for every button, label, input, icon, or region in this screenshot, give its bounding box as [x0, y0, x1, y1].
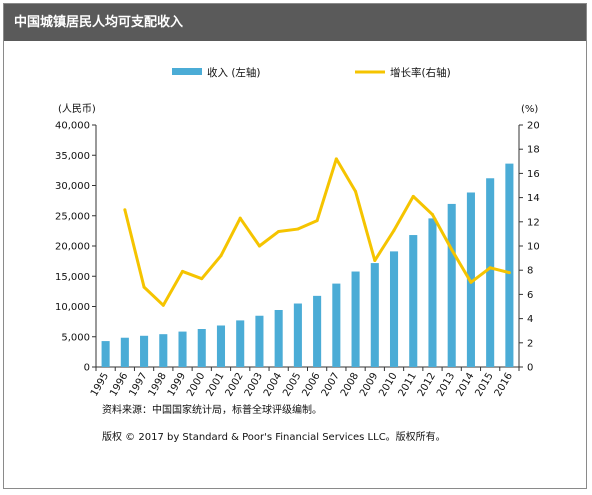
income-bar [486, 178, 495, 367]
left-tick-label: 15,000 [55, 272, 90, 283]
x-tick-label: 2013 [435, 371, 457, 399]
left-tick-label: 0 [84, 363, 90, 374]
legend-bar-label: 收入 (左轴) [207, 66, 261, 79]
right-tick-label: 18 [527, 145, 540, 156]
income-bar [236, 320, 245, 367]
income-bar [428, 218, 437, 367]
left-tick-label: 20,000 [55, 242, 90, 253]
x-tick-label: 2002 [224, 371, 246, 399]
legend-line-label: 增长率(右轴) [390, 66, 451, 79]
income-bar [447, 203, 456, 367]
growth-rate-point [277, 229, 281, 233]
x-tick-label: 2009 [358, 371, 380, 399]
growth-rate-point [334, 157, 338, 161]
source-note: 资料来源：中国国家统计局，标普全球评级编制。 [102, 403, 322, 416]
growth-rate-point [257, 244, 261, 248]
x-tick-label: 1999 [166, 371, 188, 399]
right-tick-label: 20 [527, 121, 540, 132]
right-tick-label: 0 [527, 363, 533, 374]
x-tick-label: 2008 [339, 371, 361, 399]
growth-rate-point [123, 208, 127, 212]
growth-rate-point [488, 266, 492, 270]
growth-rate-point [296, 227, 300, 231]
income-bar [505, 163, 514, 367]
income-bar [255, 315, 264, 367]
x-tick-label: 2001 [204, 371, 226, 399]
legend-bar-swatch [172, 68, 202, 75]
left-axis-label: (人民币) [58, 103, 96, 115]
bars [101, 163, 514, 367]
growth-rate-point [430, 213, 434, 217]
income-bar [216, 325, 226, 367]
income-bar [178, 331, 187, 367]
right-tick-label: 6 [527, 290, 533, 301]
x-tick-label: 2016 [493, 371, 515, 399]
x-tick-label: 2006 [300, 371, 322, 399]
x-tick-label: 2014 [454, 371, 476, 399]
growth-rate-point [450, 248, 454, 252]
x-tick-label: 1997 [127, 371, 149, 399]
x-tick-label: 2015 [474, 371, 496, 399]
income-bar [351, 271, 360, 367]
income-bar [101, 341, 110, 367]
income-bar [332, 283, 341, 367]
growth-rate-point [354, 190, 358, 194]
x-tick-label: 1998 [147, 371, 169, 399]
x-tick-label: 1995 [89, 371, 111, 399]
chart-header: 中国城镇居民人均可支配收入 [4, 4, 586, 41]
income-bar [313, 295, 322, 367]
income-bar [409, 235, 418, 367]
x-tick-label: 2005 [281, 371, 303, 399]
growth-rate-point [219, 254, 223, 258]
right-tick-label: 10 [527, 242, 540, 253]
growth-rate-point [161, 303, 165, 307]
x-tick-label: 2000 [185, 371, 207, 399]
x-tick-label: 2010 [377, 371, 399, 399]
x-tick-label: 2012 [416, 371, 438, 399]
x-tick-label: 2004 [262, 371, 284, 399]
growth-rate-point [469, 280, 473, 284]
income-bar [120, 337, 129, 367]
income-bar [274, 309, 283, 367]
chart-title: 中国城镇居民人均可支配收入 [14, 15, 184, 30]
income-bar [370, 263, 379, 367]
right-tick-label: 8 [527, 266, 533, 277]
legend: 收入 (左轴) 增长率(右轴) [172, 66, 451, 79]
growth-rate-point [315, 219, 319, 223]
income-bar [159, 334, 168, 367]
x-tick-label: 2003 [243, 371, 265, 399]
growth-line-series [123, 157, 511, 307]
right-tick-label: 12 [527, 217, 540, 228]
left-tick-label: 10,000 [55, 302, 90, 313]
growth-rate-point [411, 194, 415, 198]
left-tick-label: 25,000 [55, 211, 90, 222]
left-tick-label: 30,000 [55, 181, 90, 192]
income-bar [197, 329, 206, 367]
left-tick-label: 40,000 [55, 121, 90, 132]
copyright-note: 版权 © 2017 by Standard & Poor's Financial… [102, 430, 446, 443]
growth-rate-point [142, 285, 146, 289]
growth-rate-point [507, 271, 511, 275]
income-bar [140, 335, 149, 367]
left-tick-label: 35,000 [55, 151, 90, 162]
x-tick-label: 1996 [108, 371, 130, 399]
left-tick-label: 5,000 [61, 332, 90, 343]
growth-rate-point [181, 269, 185, 273]
growth-rate-point [238, 216, 242, 220]
income-bar [293, 303, 302, 367]
growth-rate-point [200, 277, 204, 281]
right-tick-label: 16 [527, 169, 540, 180]
growth-rate-point [392, 228, 396, 232]
right-tick-label: 2 [527, 338, 533, 349]
growth-rate-point [373, 259, 377, 263]
income-bar [389, 251, 399, 367]
x-tick-label: 2011 [397, 371, 419, 399]
right-tick-label: 4 [527, 314, 533, 325]
x-tick-label: 2007 [320, 371, 342, 399]
right-tick-label: 14 [527, 193, 540, 204]
right-axis-label: (%) [521, 104, 538, 115]
